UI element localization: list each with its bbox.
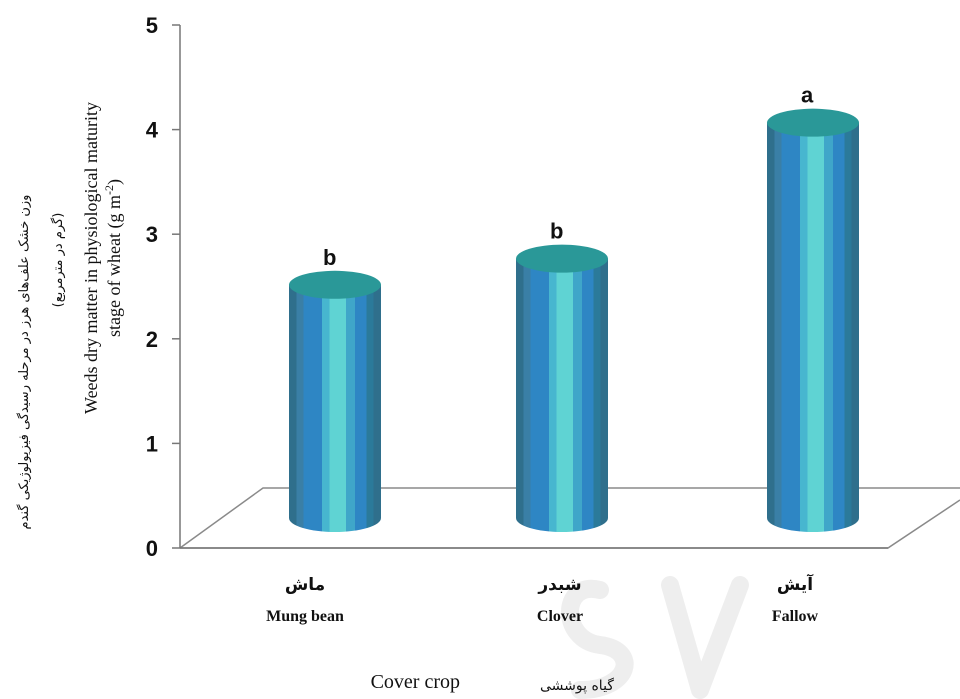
category-label-fa: آیش — [777, 573, 814, 595]
y-tick-label: 0 — [146, 536, 158, 561]
category-label-en: Mung bean — [266, 608, 344, 625]
significance-letter: b — [323, 245, 336, 270]
y-tick-label: 5 — [146, 13, 158, 38]
ylabel-fa-line1: وزن خشک علف‌های هرز در مرحله رسیدگی فیزی… — [16, 195, 32, 530]
category-label-fa: ماش — [285, 575, 325, 595]
significance-letter: b — [550, 219, 563, 244]
category-label-en: Clover — [537, 608, 583, 625]
ylabel-en-line1: Weeds dry matter in physiological maturi… — [81, 102, 101, 414]
xlabel-fa: گیاه پوششی — [540, 677, 614, 694]
bar — [767, 108, 859, 533]
significance-letter: a — [801, 83, 814, 108]
bar — [289, 270, 381, 532]
y-tick-label: 2 — [146, 327, 158, 352]
bar — [516, 244, 608, 532]
y-tick-label: 1 — [146, 431, 158, 456]
category-label-fa: شبدر — [537, 575, 581, 595]
xlabel-en: Cover crop — [371, 671, 460, 693]
y-tick-label: 4 — [146, 118, 159, 143]
ylabel-fa-line2: (گرم در مترمربع) — [50, 213, 66, 308]
category-label-en: Fallow — [772, 608, 819, 625]
watermark — [561, 576, 749, 699]
ylabel-en-line2: stage of wheat (g m-2) — [102, 179, 125, 337]
y-tick-label: 3 — [146, 222, 158, 247]
